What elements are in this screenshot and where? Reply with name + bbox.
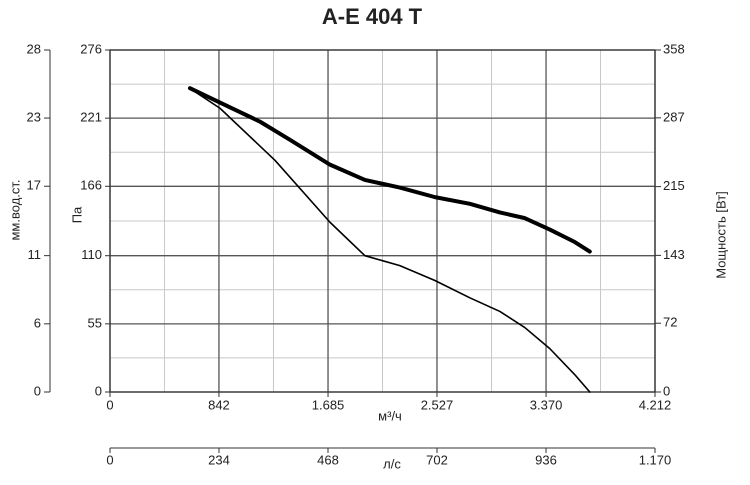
y3-tick-label: 6 [34,315,41,330]
y2-tick-label: 143 [663,247,685,262]
x-tick-label: 1.685 [312,397,345,412]
x-axis-label: м³/ч [378,408,402,423]
power-curve [187,86,592,254]
x-tick-label: 2.527 [421,397,454,412]
x2-tick-label: 936 [535,452,557,467]
y-tick-label: 276 [80,41,102,56]
x-tick-label: 3.370 [530,397,563,412]
y2-tick-label: 0 [663,383,670,398]
x2-tick-label: 468 [317,452,339,467]
y3-tick-label: 11 [28,247,42,262]
y-axis-label: Па [69,206,84,223]
y-tick-label: 166 [80,178,102,193]
x2-axis-label: л/с [383,456,401,471]
y3-tick-label: 23 [27,109,41,124]
x2-tick-label: 0 [106,452,113,467]
y3-tick-label: 0 [34,383,41,398]
y3-tick-label: 17 [27,178,41,193]
pressure-curve [189,87,591,393]
y2-tick-label: 358 [663,41,685,56]
x-tick-label: 4.212 [639,397,672,412]
x-tick-label: 0 [106,397,113,412]
x-tick-label: 842 [208,397,230,412]
x2-tick-label: 234 [208,452,230,467]
y2-tick-label: 72 [663,315,677,330]
y2-tick-label: 215 [663,178,685,193]
y2-tick-label: 287 [663,109,685,124]
chart-title: A-E 404 T [322,4,423,29]
y3-tick-label: 28 [27,41,41,56]
y-tick-label: 0 [95,383,102,398]
y-tick-label: 110 [81,247,102,262]
plot-frame [109,49,656,393]
y3-axis-label: мм.вод.ст. [7,179,22,240]
x2-tick-label: 702 [426,452,448,467]
y-tick-label: 221 [80,110,102,125]
x2-tick-label: 1.170 [639,452,672,467]
y2-axis-label: Мощность [Вт] [713,191,728,279]
y-tick-label: 55 [88,315,102,330]
